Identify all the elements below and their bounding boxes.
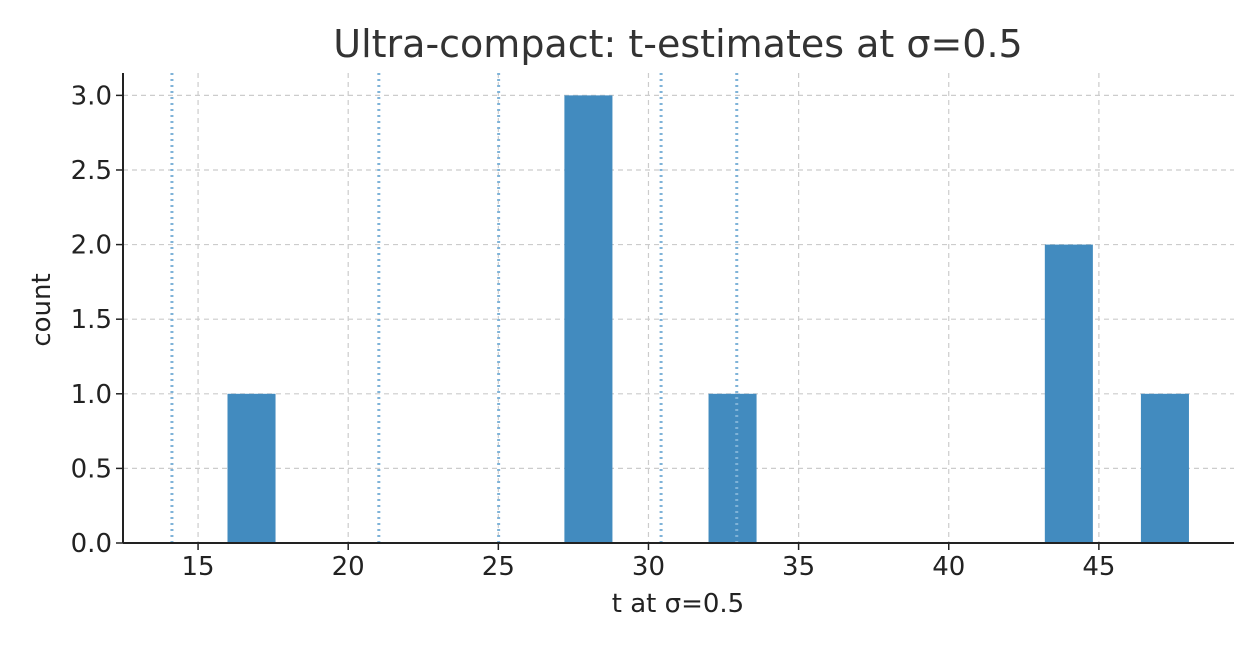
histogram-bar [227,393,276,543]
y-tick-label: 1.5 [71,305,112,335]
y-tick-label: 2.5 [71,156,112,186]
y-axis-label: count [27,273,57,346]
axes [122,73,1234,544]
histogram-bars [227,95,1189,544]
tick-labels: 15 20 25 30 35 40 45 0.0 0.5 1.0 1.5 2.0 2.5 3.0 [71,81,1116,582]
x-tick-label: 35 [782,552,815,582]
x-tick-label: 25 [482,552,515,582]
histogram-bar [564,95,613,543]
y-tick-label: 3.0 [71,81,112,111]
reference-lines [170,73,739,543]
histogram-bar [708,393,757,543]
chart-title: Ultra-compact: t-estimates at σ=0.5 [333,22,1022,66]
y-tick-label: 0.5 [71,454,112,484]
y-tick-label: 1.0 [71,380,112,410]
x-axis-label: t at σ=0.5 [612,589,744,619]
histogram-bar [1140,393,1189,543]
x-tick-label: 40 [932,552,965,582]
x-tick-label: 45 [1082,552,1115,582]
y-tick-label: 2.0 [71,231,112,261]
x-tick-label: 30 [632,552,665,582]
x-tick-label: 15 [182,552,215,582]
y-tick-label: 0.0 [71,529,112,559]
x-tick-label: 20 [332,552,365,582]
histogram-bar [1044,244,1093,544]
